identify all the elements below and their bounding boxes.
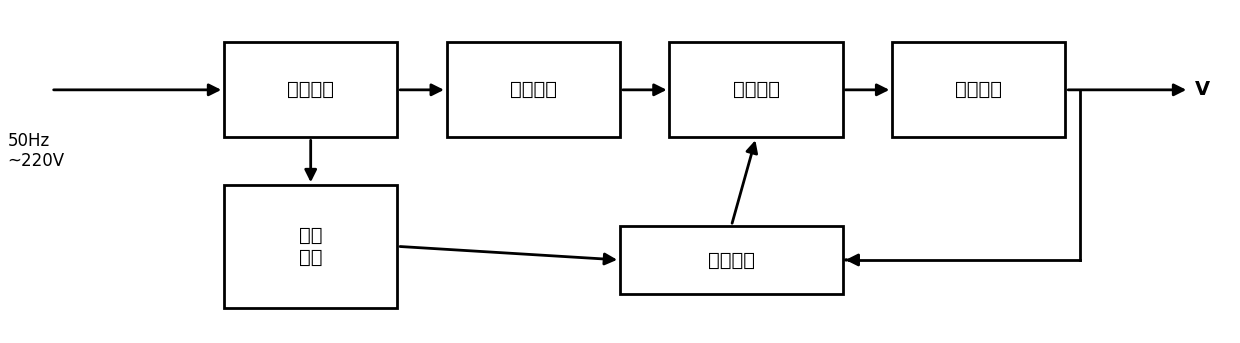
Text: 主控电路: 主控电路 bbox=[708, 250, 755, 270]
FancyBboxPatch shape bbox=[620, 226, 843, 294]
FancyBboxPatch shape bbox=[224, 185, 397, 308]
Text: 50Hz
~220V: 50Hz ~220V bbox=[7, 132, 64, 170]
FancyBboxPatch shape bbox=[670, 42, 843, 138]
FancyBboxPatch shape bbox=[446, 42, 620, 138]
FancyBboxPatch shape bbox=[893, 42, 1065, 138]
Text: 功率转换: 功率转换 bbox=[733, 80, 780, 99]
Text: V: V bbox=[1195, 80, 1210, 99]
FancyBboxPatch shape bbox=[224, 42, 397, 138]
Text: 整流滤波: 整流滤波 bbox=[510, 80, 557, 99]
Text: 电网滤波: 电网滤波 bbox=[288, 80, 335, 99]
Text: 整流输出: 整流输出 bbox=[955, 80, 1002, 99]
Text: 辅助
电源: 辅助 电源 bbox=[299, 226, 322, 267]
